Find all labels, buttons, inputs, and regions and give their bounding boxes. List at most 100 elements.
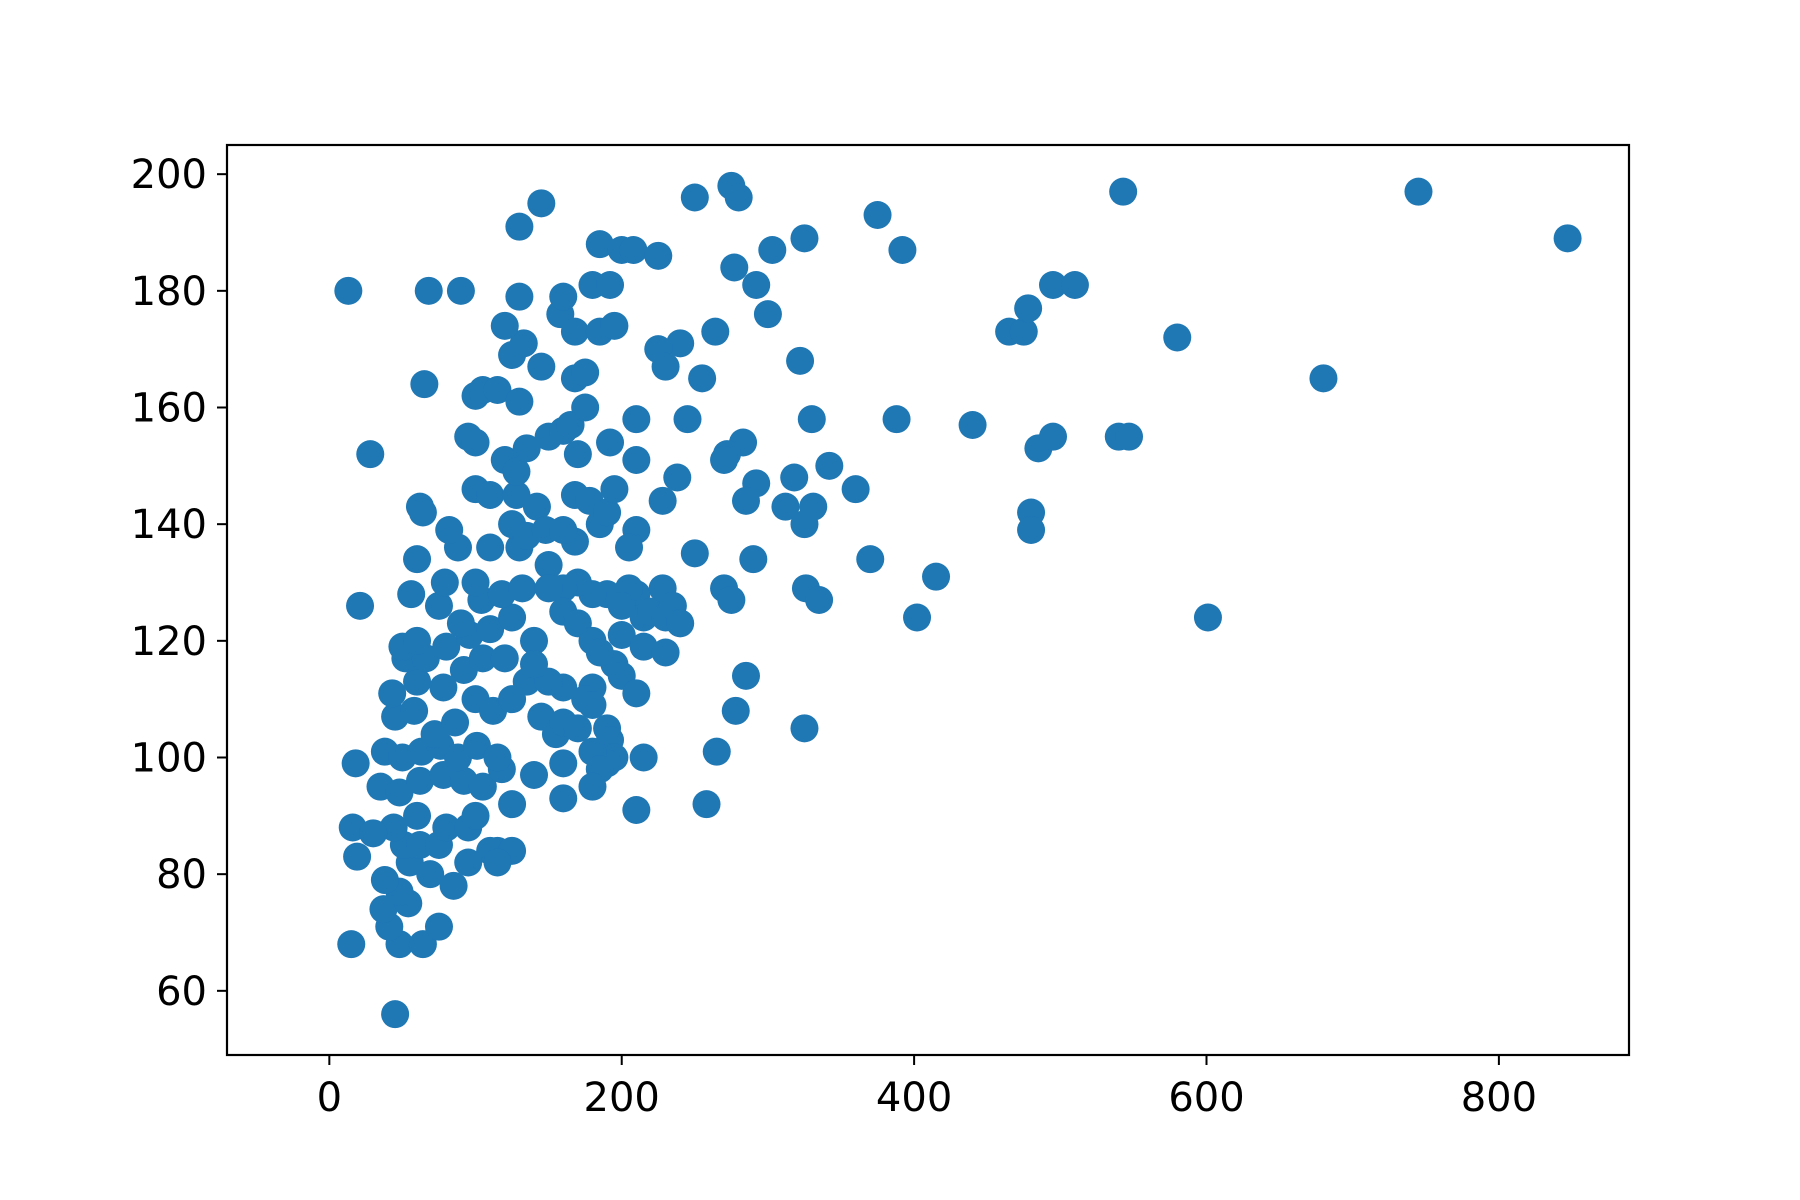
scatter-point bbox=[502, 481, 531, 509]
scatter-point bbox=[439, 871, 468, 900]
scatter-point bbox=[680, 539, 709, 568]
scatter-point bbox=[780, 463, 809, 492]
scatter-point bbox=[454, 848, 483, 877]
axes-layer: 0 200 400 600 800 60 80 100 120 140 160 180 200 bbox=[131, 143, 1631, 1121]
scatter-point bbox=[462, 731, 491, 760]
scatter-point bbox=[424, 591, 453, 620]
scatter-point bbox=[786, 346, 815, 375]
scatter-point bbox=[424, 912, 453, 941]
scatter-point bbox=[549, 749, 578, 778]
scatter-point bbox=[882, 405, 911, 434]
scatter-point bbox=[717, 586, 746, 614]
scatter-point bbox=[688, 364, 717, 393]
scatter-point bbox=[505, 387, 534, 416]
scatter-point bbox=[505, 282, 534, 311]
scatter-point bbox=[370, 866, 399, 894]
scatter-point bbox=[410, 370, 439, 399]
scatter-point bbox=[337, 930, 366, 959]
scatter-point bbox=[622, 796, 651, 824]
scatter-point bbox=[512, 434, 541, 463]
scatter-point bbox=[702, 737, 731, 766]
scatter-point bbox=[863, 201, 892, 229]
scatter-point bbox=[403, 626, 432, 655]
scatter-point bbox=[673, 405, 702, 434]
scatter-point bbox=[468, 644, 497, 673]
scatter-point bbox=[400, 696, 429, 725]
x-tick-label: 800 bbox=[1461, 1075, 1537, 1121]
scatter-point bbox=[1193, 603, 1222, 632]
scatter-point bbox=[483, 376, 512, 404]
scatter-point bbox=[403, 667, 432, 696]
x-tick-label: 400 bbox=[876, 1075, 952, 1121]
scatter-point bbox=[430, 568, 459, 597]
scatter-point bbox=[841, 475, 870, 504]
scatter-point bbox=[619, 236, 648, 264]
scatter-point bbox=[799, 492, 828, 521]
scatter-point bbox=[461, 801, 490, 830]
scatter-point bbox=[797, 405, 826, 434]
scatter-point bbox=[710, 446, 739, 474]
scatter-point bbox=[527, 189, 556, 218]
scatter-point bbox=[549, 516, 578, 544]
scatter-point bbox=[341, 749, 370, 778]
scatter-point bbox=[508, 574, 537, 603]
scatter-point bbox=[596, 428, 625, 457]
scatter-point bbox=[359, 819, 388, 848]
scatter-point bbox=[563, 440, 592, 469]
scatter-point bbox=[502, 457, 531, 486]
scatter-point bbox=[534, 574, 563, 603]
scatter-point bbox=[1039, 422, 1067, 451]
scatter-point bbox=[720, 253, 749, 282]
scatter-point bbox=[742, 271, 771, 299]
scatter-point bbox=[1404, 177, 1433, 206]
y-tick-label: 180 bbox=[131, 269, 207, 315]
scatter-point bbox=[563, 714, 592, 743]
y-tick-label: 80 bbox=[156, 852, 207, 898]
scatter-point bbox=[483, 743, 512, 772]
scatter-point bbox=[790, 224, 819, 253]
scatter-point bbox=[549, 282, 578, 311]
scatter-point bbox=[585, 230, 614, 259]
scatter-point bbox=[483, 848, 512, 877]
scatter-point bbox=[790, 714, 819, 743]
scatter-point bbox=[490, 311, 519, 340]
scatter-point bbox=[476, 481, 505, 509]
scatter-point bbox=[739, 545, 768, 574]
scatter-point bbox=[753, 300, 782, 329]
scatter-point bbox=[731, 486, 760, 515]
scatter-point bbox=[607, 621, 636, 649]
scatter-point bbox=[346, 591, 375, 620]
y-tick-label: 140 bbox=[131, 502, 207, 548]
scatter-point bbox=[446, 276, 475, 305]
x-tick-label: 0 bbox=[317, 1075, 342, 1121]
scatter-point bbox=[1039, 271, 1067, 299]
scatter-point bbox=[622, 679, 651, 708]
scatter-point bbox=[724, 183, 753, 212]
scatter-point bbox=[505, 212, 534, 241]
scatter-point bbox=[420, 720, 449, 749]
scatter-point bbox=[1009, 317, 1038, 346]
scatter-point bbox=[648, 486, 677, 515]
scatter-point bbox=[534, 551, 563, 579]
scatter-point bbox=[476, 533, 505, 562]
scatter-point bbox=[578, 772, 607, 801]
scatter-point bbox=[560, 317, 589, 346]
scatter-point bbox=[414, 276, 443, 305]
scatter-point bbox=[397, 580, 426, 609]
y-tick-label: 160 bbox=[131, 386, 207, 432]
scatter-point bbox=[509, 329, 538, 358]
scatter-point bbox=[498, 603, 527, 632]
scatter-point bbox=[522, 492, 551, 521]
scatter-point bbox=[600, 311, 629, 340]
scatter-point bbox=[1109, 177, 1138, 206]
scatter-point bbox=[446, 609, 475, 638]
scatter-point bbox=[381, 1000, 410, 1029]
scatter-point bbox=[571, 393, 600, 422]
y-tick-label: 120 bbox=[131, 619, 207, 665]
scatter-point bbox=[888, 236, 917, 264]
scatter-point bbox=[805, 586, 834, 614]
scatter-point bbox=[429, 673, 458, 702]
scatter-point bbox=[356, 440, 385, 469]
scatter-point bbox=[571, 358, 600, 387]
